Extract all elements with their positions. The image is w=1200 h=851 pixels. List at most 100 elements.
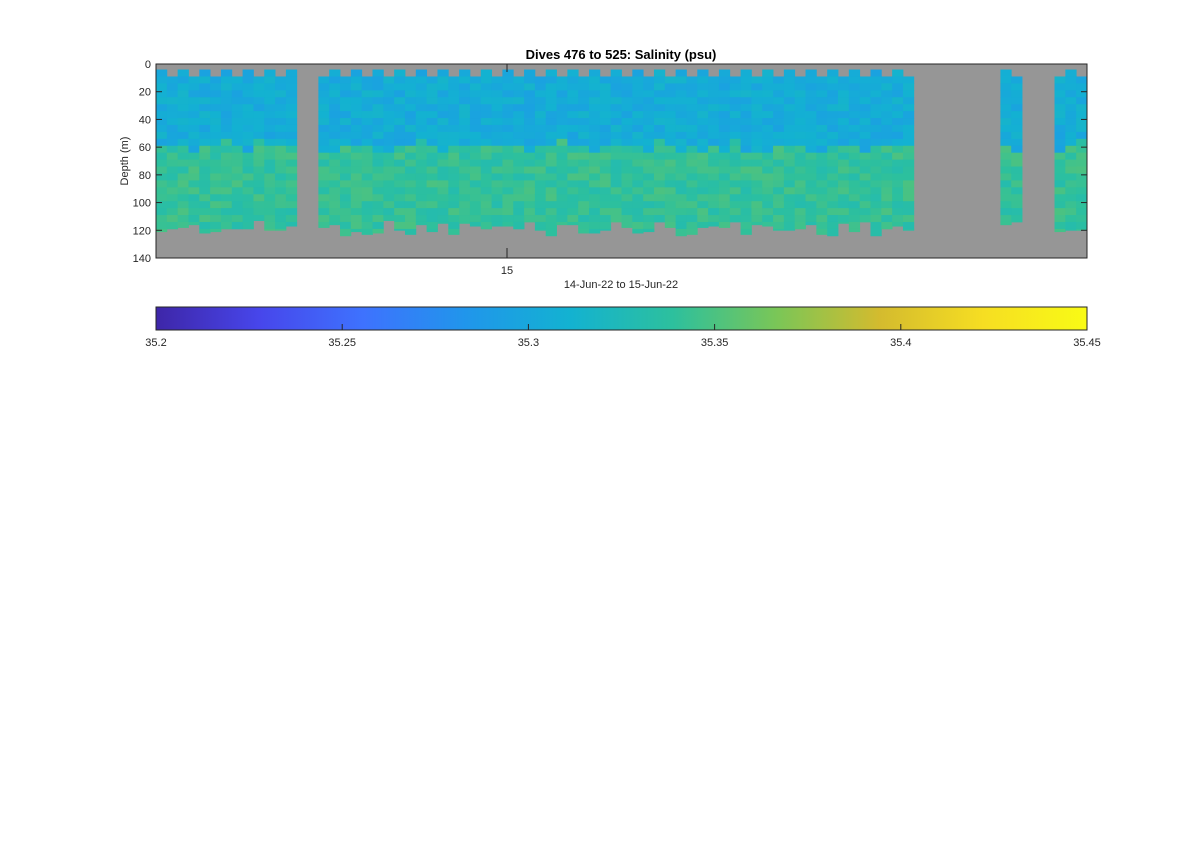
heatmap-cell — [459, 90, 471, 98]
heatmap-cell — [653, 187, 666, 195]
heatmap-cell — [718, 145, 731, 154]
heatmap-cell — [156, 180, 168, 188]
heatmap-cell — [578, 118, 590, 126]
heatmap-cell — [621, 201, 633, 209]
heatmap-cell — [902, 194, 915, 202]
heatmap-cell — [794, 97, 806, 105]
heatmap-cell — [848, 159, 861, 167]
heatmap-cell — [870, 138, 882, 147]
heatmap-cell — [264, 83, 276, 91]
heatmap-cell — [783, 215, 796, 223]
heatmap-cell — [773, 131, 785, 140]
heatmap-cell — [718, 131, 731, 140]
heatmap-cell — [199, 187, 211, 195]
heatmap-cell — [567, 131, 579, 140]
heatmap-cell — [231, 201, 244, 209]
heatmap-cell — [502, 111, 514, 119]
heatmap-cell — [859, 194, 871, 202]
heatmap-cell — [762, 124, 774, 133]
heatmap-cell — [762, 221, 774, 227]
heatmap-cell — [653, 131, 666, 140]
heatmap-cell — [318, 180, 330, 188]
heatmap-cell — [459, 166, 471, 174]
heatmap-cell — [524, 90, 536, 98]
colorbar: 35.2 35.25 35.3 35.35 35.4 35.45 — [145, 306, 1101, 349]
heatmap-cell — [1011, 90, 1023, 98]
heatmap-cell — [1076, 118, 1088, 126]
heatmap-cell — [718, 111, 731, 119]
heatmap-cell — [805, 97, 817, 105]
heatmap-cell — [718, 187, 731, 195]
heatmap-cell — [643, 159, 655, 167]
heatmap-cell — [870, 131, 882, 140]
heatmap-cell — [318, 90, 330, 98]
heatmap-cell — [253, 90, 265, 98]
heatmap-cell — [870, 173, 882, 181]
heatmap-cell — [350, 228, 363, 233]
heatmap-cell — [340, 194, 352, 202]
heatmap-cell — [513, 76, 525, 84]
heatmap-cell — [372, 69, 384, 77]
heatmap-cell — [491, 201, 503, 209]
heatmap-cell — [361, 124, 373, 133]
heatmap-cell — [329, 97, 341, 105]
heatmap-cell — [621, 159, 633, 167]
heatmap-cell — [156, 166, 168, 174]
heatmap-cell — [567, 221, 579, 226]
heatmap-cell — [643, 145, 655, 154]
heatmap-cell — [599, 173, 612, 181]
heatmap-cell — [264, 180, 276, 188]
heatmap-cell — [372, 124, 384, 133]
heatmap-cell — [426, 159, 438, 167]
heatmap-cell — [285, 194, 298, 202]
heatmap-cell — [177, 166, 189, 174]
heatmap-cell — [708, 152, 720, 161]
heatmap-cell — [794, 221, 806, 230]
heatmap-cell — [729, 166, 741, 174]
heatmap-cell — [686, 180, 698, 188]
heatmap-cell — [415, 124, 428, 133]
heatmap-cell — [253, 104, 265, 112]
heatmap-cell — [383, 173, 395, 181]
heatmap-cell — [794, 159, 806, 167]
heatmap-cell — [534, 152, 547, 161]
heatmap-cell — [1054, 194, 1066, 202]
heatmap-cell — [448, 194, 460, 202]
y-tick-label: 20 — [139, 87, 151, 99]
heatmap-cell — [394, 159, 406, 167]
heatmap-cell — [697, 124, 709, 133]
heatmap-cell — [653, 180, 666, 188]
heatmap-cell — [556, 215, 568, 223]
heatmap-cell — [275, 111, 287, 119]
heatmap-cell — [1011, 159, 1023, 167]
heatmap-cell — [632, 124, 644, 133]
heatmap-cell — [751, 159, 763, 167]
heatmap-cell — [459, 159, 471, 167]
heatmap-cell — [697, 90, 709, 98]
heatmap-cell — [599, 138, 612, 147]
heatmap-cell — [329, 90, 341, 98]
heatmap-cell — [1011, 83, 1023, 91]
heatmap-cell — [534, 145, 547, 154]
heatmap-cell — [848, 118, 861, 126]
heatmap-cell — [1065, 111, 1077, 119]
heatmap-cell — [556, 187, 568, 195]
heatmap-cell — [664, 173, 677, 181]
heatmap-cell — [177, 173, 189, 181]
heatmap-cell — [469, 138, 482, 147]
heatmap-cell — [805, 145, 817, 154]
y-axis-label: Depth (m) — [119, 137, 131, 186]
heatmap-cell — [589, 145, 601, 154]
heatmap-cell — [870, 180, 882, 188]
heatmap-cell — [783, 180, 796, 188]
heatmap-cell — [502, 221, 514, 227]
heatmap-cell — [220, 97, 233, 105]
heatmap-cell — [210, 118, 222, 126]
heatmap-cell — [1054, 221, 1066, 230]
heatmap-cell — [177, 215, 189, 223]
heatmap-cell — [415, 166, 428, 174]
heatmap-cell — [437, 201, 449, 209]
heatmap-cell — [762, 208, 774, 216]
heatmap-cell — [340, 215, 352, 223]
